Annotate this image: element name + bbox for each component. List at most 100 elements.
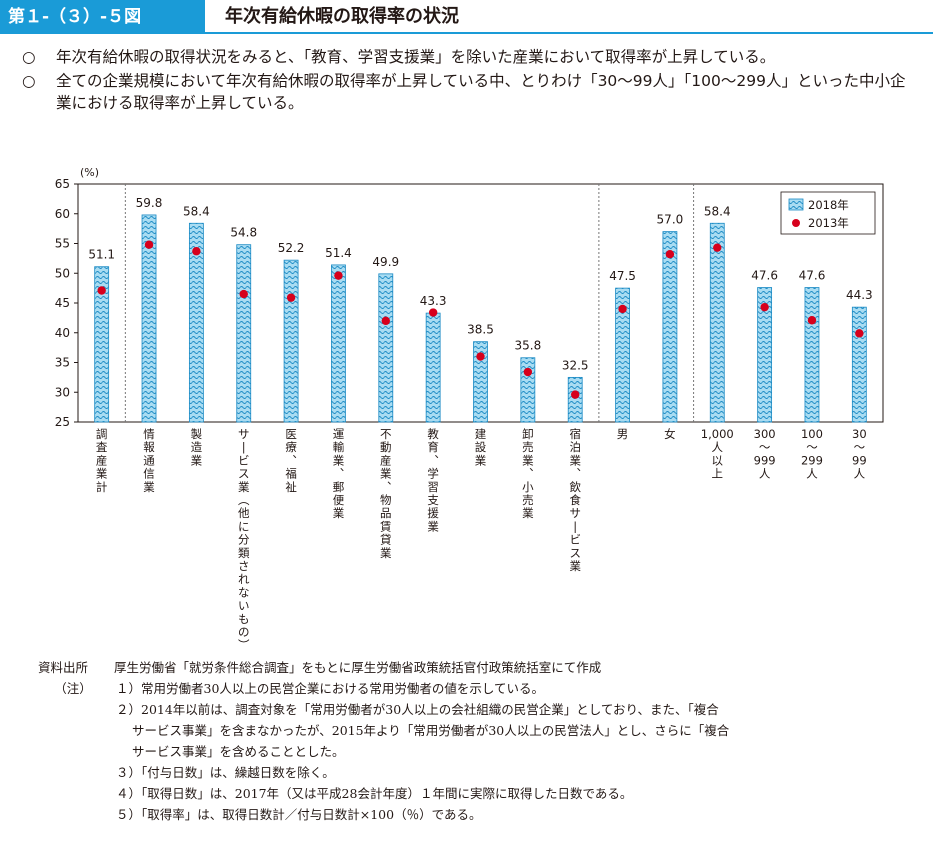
point-2013: [713, 243, 722, 252]
figure-title: 年次有給休暇の取得率の状況: [205, 0, 933, 34]
bar-value-label: 58.4: [704, 204, 731, 218]
category-label: 男: [617, 427, 629, 441]
point-2013: [144, 240, 154, 249]
bar-2018: [283, 259, 299, 423]
bullet-mark: ○: [22, 72, 36, 90]
note-text: サービス事業」を含まなかったが、2015年より「常用労働者が30人以上の民営法人…: [132, 723, 730, 738]
point-2013: [97, 286, 106, 295]
bar-2018: [804, 287, 820, 423]
bar-2018: [188, 222, 204, 423]
y-tick-label: 60: [55, 207, 70, 221]
point-2013: [428, 308, 438, 317]
bar-value-label: 59.8: [136, 196, 163, 210]
point-2013: [192, 247, 201, 256]
bar-value-label: 47.6: [799, 269, 826, 283]
point-2013: [571, 390, 580, 399]
category-label: 運輸業︑郵便業: [333, 427, 345, 520]
note-text: ２）2014年以前は、調査対象を「常用労働者が30人以上の会社組織の民営企業」と…: [116, 702, 719, 717]
category-label: 30 ～ 99 人: [852, 427, 867, 481]
category-label: 女: [664, 427, 676, 441]
bar-value-label: 57.0: [657, 213, 684, 227]
bar-2018: [615, 287, 630, 423]
bar-value-label: 47.5: [609, 269, 636, 283]
y-tick-label: 35: [55, 356, 70, 370]
category-label: 100 ～ 299 人: [801, 427, 823, 481]
category-label: サ|ビス業︵他に分類されないもの︶: [238, 427, 250, 650]
category-label: 宿泊業︑飲食サ|ビス業: [569, 427, 581, 573]
point-2013: [760, 302, 769, 312]
y-tick-label: 30: [55, 385, 70, 399]
bullet-mark: ○: [22, 48, 36, 66]
point-2013: [239, 289, 248, 299]
note-item: ３）「付与日数」は、繰越日数を除く。: [38, 762, 918, 783]
note-item: （注） １）常用労働者30人以上の民営企業における常用労働者の値を示している。: [38, 678, 918, 699]
point-2013: [334, 271, 343, 280]
note-item: サービス事業」を含まなかったが、2015年より「常用労働者が30人以上の民営法人…: [38, 720, 918, 741]
category-label: 300 ～ 999 人: [754, 427, 776, 481]
point-2013: [381, 316, 390, 326]
y-tick-label: 40: [55, 326, 70, 340]
bar-2018: [662, 231, 678, 423]
legend-swatch-2013: [792, 219, 800, 227]
legend-label-2018: 2018年: [808, 198, 849, 212]
bar-2018: [425, 312, 441, 423]
bar-2018: [567, 376, 583, 423]
note-item: ４）「取得日数」は、2017年（又は平成28会計年度）１年間に実際に取得した日数…: [38, 783, 918, 804]
bar-2018: [378, 273, 394, 423]
point-2013: [523, 367, 533, 377]
bar-value-label: 49.9: [372, 255, 399, 269]
bar-value-label: 44.3: [846, 288, 873, 302]
bar-value-label: 43.3: [420, 294, 447, 308]
bar-value-label: 51.1: [88, 248, 115, 262]
summary-points: ○ 年次有給休暇の取得状況をみると、「教育、学習支援業」を除いた産業において取得率…: [22, 46, 917, 116]
y-tick-label: 45: [55, 296, 70, 310]
summary-point: ○ 年次有給休暇の取得状況をみると、「教育、学習支援業」を除いた産業において取得率…: [22, 46, 917, 68]
summary-text: 年次有給休暇の取得状況をみると、「教育、学習支援業」を除いた産業において取得率が…: [56, 48, 776, 66]
note-text: ５）「取得率」は、取得日数計／付与日数計×100（％）である。: [116, 807, 482, 822]
header-rule: [205, 32, 933, 34]
point-2013: [286, 293, 296, 302]
summary-text: 全ての企業規模において年次有給休暇の取得率が上昇している中、とりわけ「30～99…: [56, 72, 906, 112]
category-label: 医療︑福祉: [285, 427, 297, 494]
category-label: 情報通信業: [143, 427, 155, 494]
bar-2018: [757, 287, 773, 423]
category-label: 建設業: [475, 427, 487, 467]
bar-2018: [520, 357, 536, 423]
bar-2018: [141, 214, 157, 423]
y-tick-label: 65: [55, 177, 70, 191]
category-label: 卸売業︑小売業: [522, 427, 534, 520]
bar-2018: [94, 266, 110, 423]
point-2013: [807, 316, 817, 325]
bar-2018: [473, 341, 488, 423]
source-text: 厚生労働省「就労条件総合調査」をもとに厚生労働省政策統括官付政策統括室にて作成: [114, 660, 602, 675]
category-label: 製造業: [191, 427, 203, 467]
bar-value-label: 35.8: [514, 339, 541, 353]
point-2013: [476, 352, 485, 361]
point-2013: [855, 329, 864, 338]
bar-value-label: 52.2: [278, 241, 305, 255]
point-2013: [665, 250, 675, 259]
figure-number: 第１-（３）-５図: [0, 0, 205, 34]
bar-value-label: 38.5: [467, 323, 494, 337]
bar-2018: [709, 222, 725, 423]
point-2013: [618, 304, 627, 314]
note-item: ５）「取得率」は、取得日数計／付与日数計×100（％）である。: [38, 804, 918, 825]
legend-label-2013: 2013年: [808, 216, 849, 230]
y-tick-label: 50: [55, 266, 70, 280]
note-item: サービス事業」を含めることとした。: [38, 741, 918, 762]
bar-value-label: 58.4: [183, 204, 210, 218]
source-label: 資料出所: [38, 660, 89, 675]
legend-swatch-2018: [788, 198, 804, 211]
bar-value-label: 54.8: [230, 226, 257, 240]
category-label: 教育︑学習支援業: [427, 427, 439, 533]
bar-value-label: 47.6: [751, 269, 778, 283]
note-text: サービス事業」を含めることとした。: [132, 744, 345, 759]
category-label: 1,000 人以上: [701, 427, 734, 481]
summary-point: ○ 全ての企業規模において年次有給休暇の取得率が上昇している中、とりわけ「30～9…: [22, 70, 917, 114]
notes-section: 資料出所 厚生労働省「就労条件総合調査」をもとに厚生労働省政策統括官付政策統括室に…: [38, 657, 918, 825]
source-row: 資料出所 厚生労働省「就労条件総合調査」をもとに厚生労働省政策統括官付政策統括室に…: [38, 657, 918, 678]
category-label: 不動産業︑物品賃貸業: [380, 427, 392, 560]
y-unit-label: (%): [80, 166, 99, 179]
bar-value-label: 32.5: [562, 358, 589, 372]
bar-2018: [331, 264, 346, 423]
